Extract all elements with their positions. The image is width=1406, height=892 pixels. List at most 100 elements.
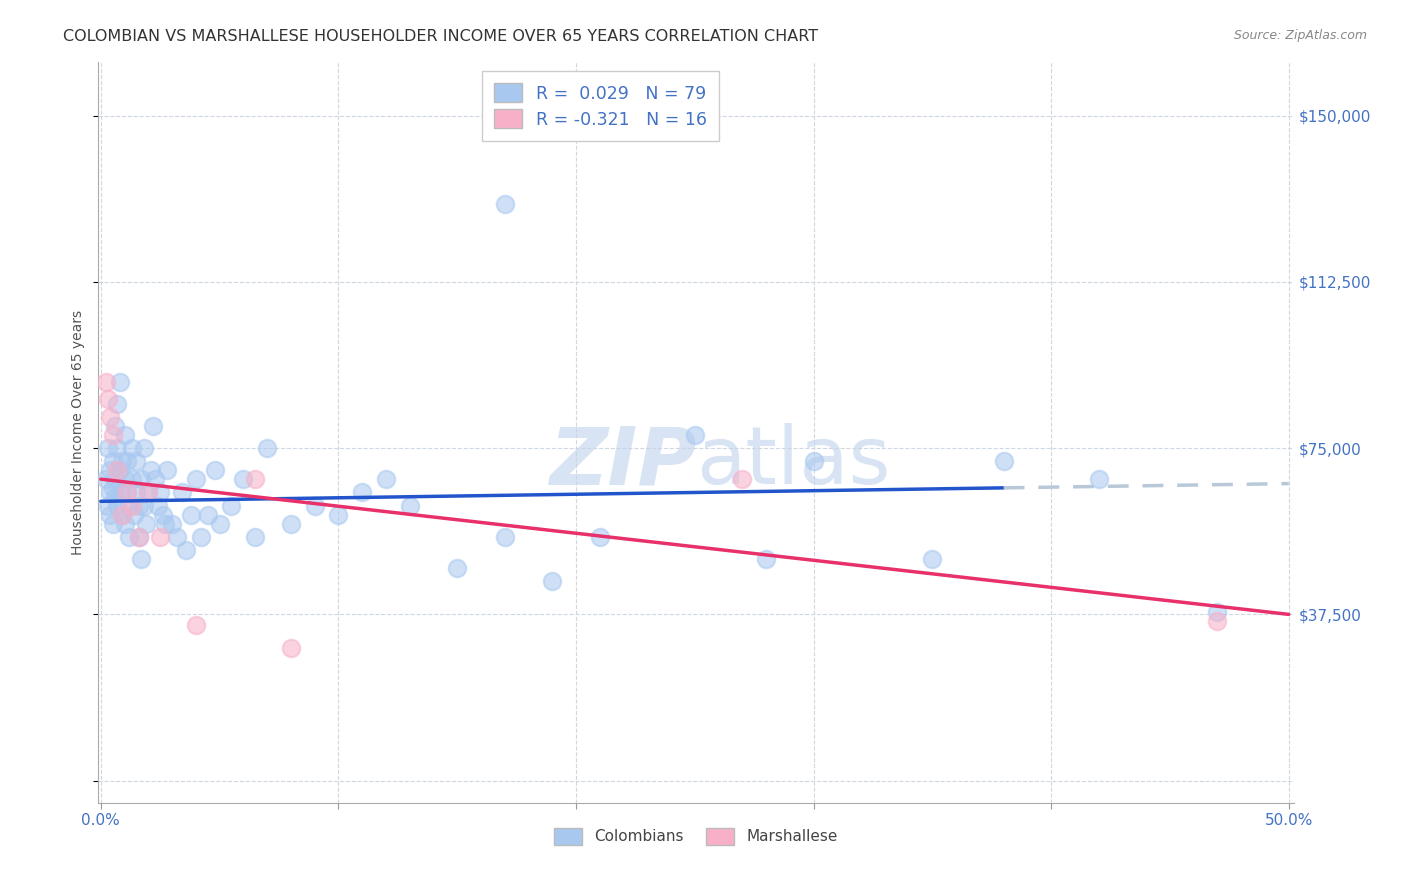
Point [135,516,157,531]
Point [280,516,302,531]
Point [541,574,564,588]
Point [180,508,202,522]
Point [108,375,131,389]
Point [136,485,159,500]
Text: COLOMBIAN VS MARSHALLESE HOUSEHOLDER INCOME OVER 65 YEARS CORRELATION CHART: COLOMBIAN VS MARSHALLESE HOUSEHOLDER INC… [63,29,818,45]
Point [98,485,121,500]
Point [115,485,138,500]
Point [232,472,254,486]
Point [111,508,134,522]
Point [1087,472,1109,486]
Point [156,463,179,477]
Point [245,530,267,544]
Point [107,499,129,513]
Point [755,552,778,566]
Point [104,419,127,434]
Point [129,472,152,486]
Point [97,441,120,455]
Point [121,441,143,455]
Point [101,481,124,495]
Point [111,454,134,468]
Point [1206,614,1229,628]
Point [136,485,159,500]
Point [118,530,141,544]
Point [121,472,143,486]
Point [204,463,226,477]
Text: atlas: atlas [696,423,890,501]
Point [589,530,612,544]
Point [494,530,516,544]
Point [328,508,350,522]
Point [221,499,243,513]
Point [101,427,124,442]
Legend: Colombians, Marshallese: Colombians, Marshallese [548,822,844,851]
Point [122,508,145,522]
Point [107,397,129,411]
Point [446,561,468,575]
Point [125,485,148,500]
Point [139,463,162,477]
Point [94,375,117,389]
Text: ZIP: ZIP [548,423,696,501]
Point [114,472,136,486]
Point [98,508,121,522]
Point [108,463,131,477]
Point [132,441,155,455]
Point [111,508,134,522]
Point [398,499,420,513]
Y-axis label: Householder Income Over 65 years: Householder Income Over 65 years [72,310,86,555]
Point [118,499,141,513]
Point [101,454,124,468]
Point [94,472,117,486]
Point [731,472,754,486]
Point [160,516,183,531]
Point [145,472,167,486]
Point [104,472,127,486]
Point [149,530,172,544]
Point [184,618,207,632]
Point [128,530,150,544]
Point [374,472,396,486]
Point [256,441,278,455]
Point [352,485,374,500]
Point [993,454,1015,468]
Point [115,454,138,468]
Point [115,485,138,500]
Point [107,441,129,455]
Point [184,472,207,486]
Point [197,508,219,522]
Point [921,552,943,566]
Point [803,454,825,468]
Point [142,419,165,434]
Point [152,508,174,522]
Point [280,640,302,655]
Point [304,499,326,513]
Point [129,552,152,566]
Point [121,499,143,513]
Point [114,516,136,531]
Point [190,530,212,544]
Point [683,427,706,442]
Point [1206,605,1229,619]
Point [128,499,150,513]
Point [98,410,121,425]
Point [170,485,193,500]
Point [104,490,127,504]
Text: Source: ZipAtlas.com: Source: ZipAtlas.com [1233,29,1367,43]
Point [245,472,267,486]
Point [146,499,169,513]
Point [114,427,136,442]
Point [107,463,129,477]
Point [153,516,176,531]
Point [208,516,231,531]
Point [101,516,124,531]
Point [97,499,120,513]
Point [97,392,120,407]
Point [108,485,131,500]
Point [128,530,150,544]
Point [125,454,148,468]
Point [166,530,188,544]
Point [132,499,155,513]
Point [149,485,172,500]
Point [98,463,121,477]
